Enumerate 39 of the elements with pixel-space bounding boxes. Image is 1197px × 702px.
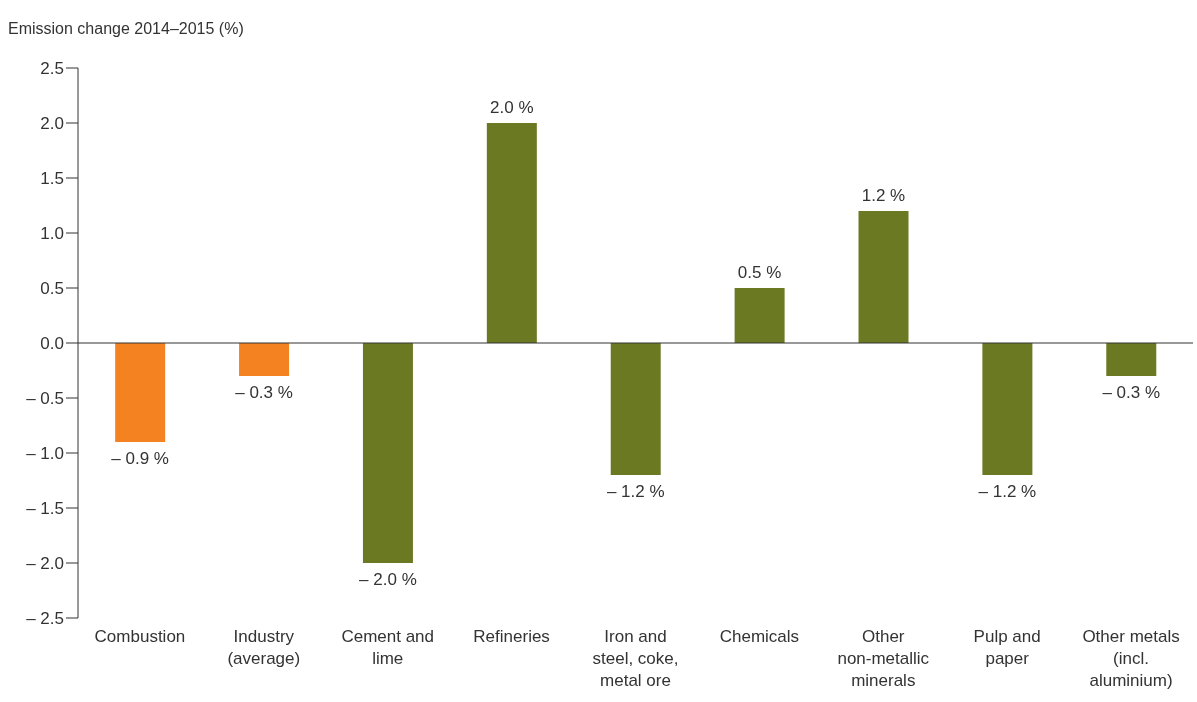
y-tick-label: – 2.0 bbox=[26, 554, 64, 574]
data-label: – 0.9 % bbox=[111, 449, 169, 468]
y-tick-label: 2.0 bbox=[40, 114, 64, 134]
y-tick-label: 0.5 bbox=[40, 279, 64, 299]
data-label: – 0.3 % bbox=[1102, 383, 1161, 402]
x-tick-label: Other metals (incl. aluminium) bbox=[1082, 627, 1180, 690]
data-label: – 1.2 % bbox=[606, 482, 665, 501]
bar bbox=[610, 343, 661, 475]
bar bbox=[734, 288, 785, 343]
bar bbox=[115, 343, 166, 442]
data-label: – 2.0 % bbox=[359, 570, 417, 589]
bar bbox=[486, 123, 537, 343]
bar bbox=[362, 343, 413, 563]
data-label: 0.5 % bbox=[737, 263, 782, 282]
x-tick-label: Industry (average) bbox=[227, 627, 301, 668]
y-tick-label: – 0.5 bbox=[26, 389, 64, 409]
data-label: – 1.2 % bbox=[978, 482, 1037, 501]
bar bbox=[1106, 343, 1157, 376]
y-tick-label: 0.0 bbox=[40, 334, 64, 354]
x-tick-label: Other non-metallic minerals bbox=[837, 627, 930, 690]
y-axis-title: Emission change 2014–2015 (%) bbox=[8, 19, 245, 39]
y-tick-label: – 2.5 bbox=[26, 609, 64, 629]
data-label: – 0.3 % bbox=[235, 383, 293, 402]
x-tick-label: Iron and steel, coke, metal ore bbox=[592, 627, 679, 690]
y-tick-label: 2.5 bbox=[40, 59, 64, 79]
x-tick-label: Refineries bbox=[473, 627, 550, 646]
x-tick-label: Combustion bbox=[94, 627, 186, 646]
y-tick-label: – 1.0 bbox=[26, 444, 64, 464]
bar bbox=[858, 211, 909, 343]
y-tick-label: 1.0 bbox=[40, 224, 64, 244]
data-label: 1.2 % bbox=[861, 186, 906, 205]
data-label: 2.0 % bbox=[490, 98, 534, 117]
bar bbox=[982, 343, 1033, 475]
y-tick-label: 1.5 bbox=[40, 169, 64, 189]
y-tick-label: – 1.5 bbox=[26, 499, 64, 519]
x-tick-label: Pulp and paper bbox=[973, 627, 1041, 668]
x-tick-label: Chemicals bbox=[719, 627, 800, 646]
x-tick-label: Cement and lime bbox=[341, 627, 435, 668]
bar bbox=[239, 343, 290, 376]
